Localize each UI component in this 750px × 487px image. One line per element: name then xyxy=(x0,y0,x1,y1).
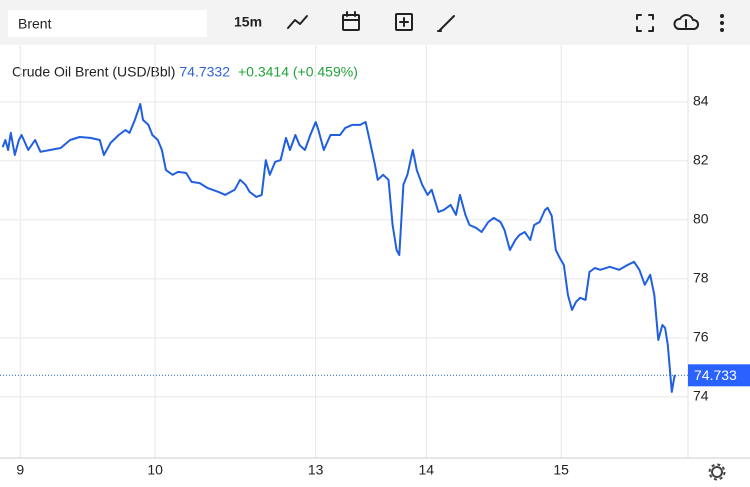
symbol-search[interactable] xyxy=(8,10,207,37)
y-tick-label: 74 xyxy=(693,388,709,404)
y-tick-label: 84 xyxy=(693,93,709,109)
x-tick-label: 15 xyxy=(553,462,569,478)
y-tick-label: 82 xyxy=(693,152,709,168)
calendar-icon[interactable] xyxy=(342,11,360,31)
last-price-label: 74.733 xyxy=(694,367,737,383)
y-tick-label: 80 xyxy=(693,211,709,227)
add-indicator-icon[interactable] xyxy=(395,13,413,31)
settings-icon[interactable] xyxy=(708,463,726,481)
interval[interactable]: 15m xyxy=(234,14,262,30)
menu-icon[interactable] xyxy=(720,14,724,32)
change: +0.3414 (+0.459%) xyxy=(238,64,358,80)
symbol[interactable]: Brent xyxy=(18,16,52,32)
y-tick-label: 78 xyxy=(693,270,709,286)
price: 74.7332 xyxy=(179,64,230,80)
chart-title: Crude Oil Brent (USD/Bbl) xyxy=(12,64,175,80)
fullscreen-icon[interactable] xyxy=(636,14,654,32)
x-tick-label: 13 xyxy=(308,462,324,478)
line-chart-icon[interactable] xyxy=(287,15,308,29)
x-tick-label: 10 xyxy=(147,462,163,478)
x-tick-label: 9 xyxy=(16,462,24,478)
x-tick-label: 14 xyxy=(419,462,435,478)
download-icon[interactable] xyxy=(673,14,700,30)
last-price-box xyxy=(688,364,750,387)
y-tick-label: 76 xyxy=(693,329,709,345)
price-line xyxy=(1,103,677,393)
draw-icon[interactable] xyxy=(437,15,455,32)
